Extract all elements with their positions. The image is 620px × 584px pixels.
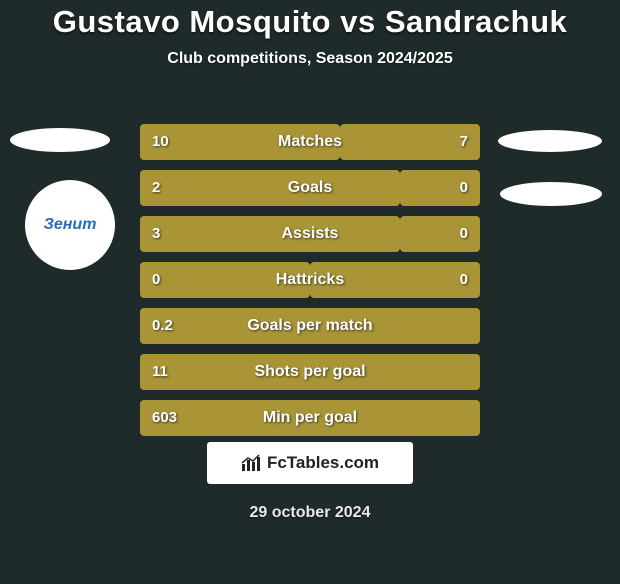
stat-row: Hattricks0 0 (140, 262, 480, 298)
stat-row: Min per goal603 (140, 400, 480, 436)
stat-value-left: 603 (152, 400, 177, 436)
stat-value-left: 3 (152, 216, 160, 252)
zenit-label: Зенит (44, 216, 97, 234)
stat-label: Assists (140, 216, 480, 252)
date-text: 29 october 2024 (0, 504, 620, 522)
club-badge-left-oval (10, 128, 110, 152)
stat-row: Assists3 0 (140, 216, 480, 252)
club-badge-left-circle: Зенит (25, 180, 115, 270)
stat-label: Goals (140, 170, 480, 206)
stat-value-left: 0 (152, 262, 160, 298)
stat-label: Matches (140, 124, 480, 160)
stat-value-right: 0 (460, 262, 468, 298)
stat-value-left: 10 (152, 124, 169, 160)
footer-brand-text: FcTables.com (267, 453, 379, 473)
footer-brand-box: FcTables.com (207, 442, 413, 484)
stat-row: Goals per match0.2 (140, 308, 480, 344)
subtitle: Club competitions, Season 2024/2025 (0, 50, 620, 68)
stat-value-left: 2 (152, 170, 160, 206)
stats-area: Matches107Goals20Assists30Hattricks00Goa… (140, 124, 480, 446)
stat-label: Goals per match (140, 308, 480, 344)
page-title: Gustavo Mosquito vs Sandrachuk (0, 4, 620, 40)
stat-row: Shots per goal11 (140, 354, 480, 390)
chart-icon (241, 454, 263, 472)
stat-value-right: 0 (460, 170, 468, 206)
stat-label: Shots per goal (140, 354, 480, 390)
stat-row: Matches10 7 (140, 124, 480, 160)
stat-row: Goals2 0 (140, 170, 480, 206)
stat-label: Min per goal (140, 400, 480, 436)
stat-label: Hattricks (140, 262, 480, 298)
club-badge-right-oval-1 (498, 130, 602, 152)
stat-value-left: 0.2 (152, 308, 173, 344)
stat-value-left: 11 (152, 354, 168, 390)
stat-value-right: 0 (460, 216, 468, 252)
club-badge-right-oval-2 (500, 182, 602, 206)
stat-value-right: 7 (460, 124, 468, 160)
